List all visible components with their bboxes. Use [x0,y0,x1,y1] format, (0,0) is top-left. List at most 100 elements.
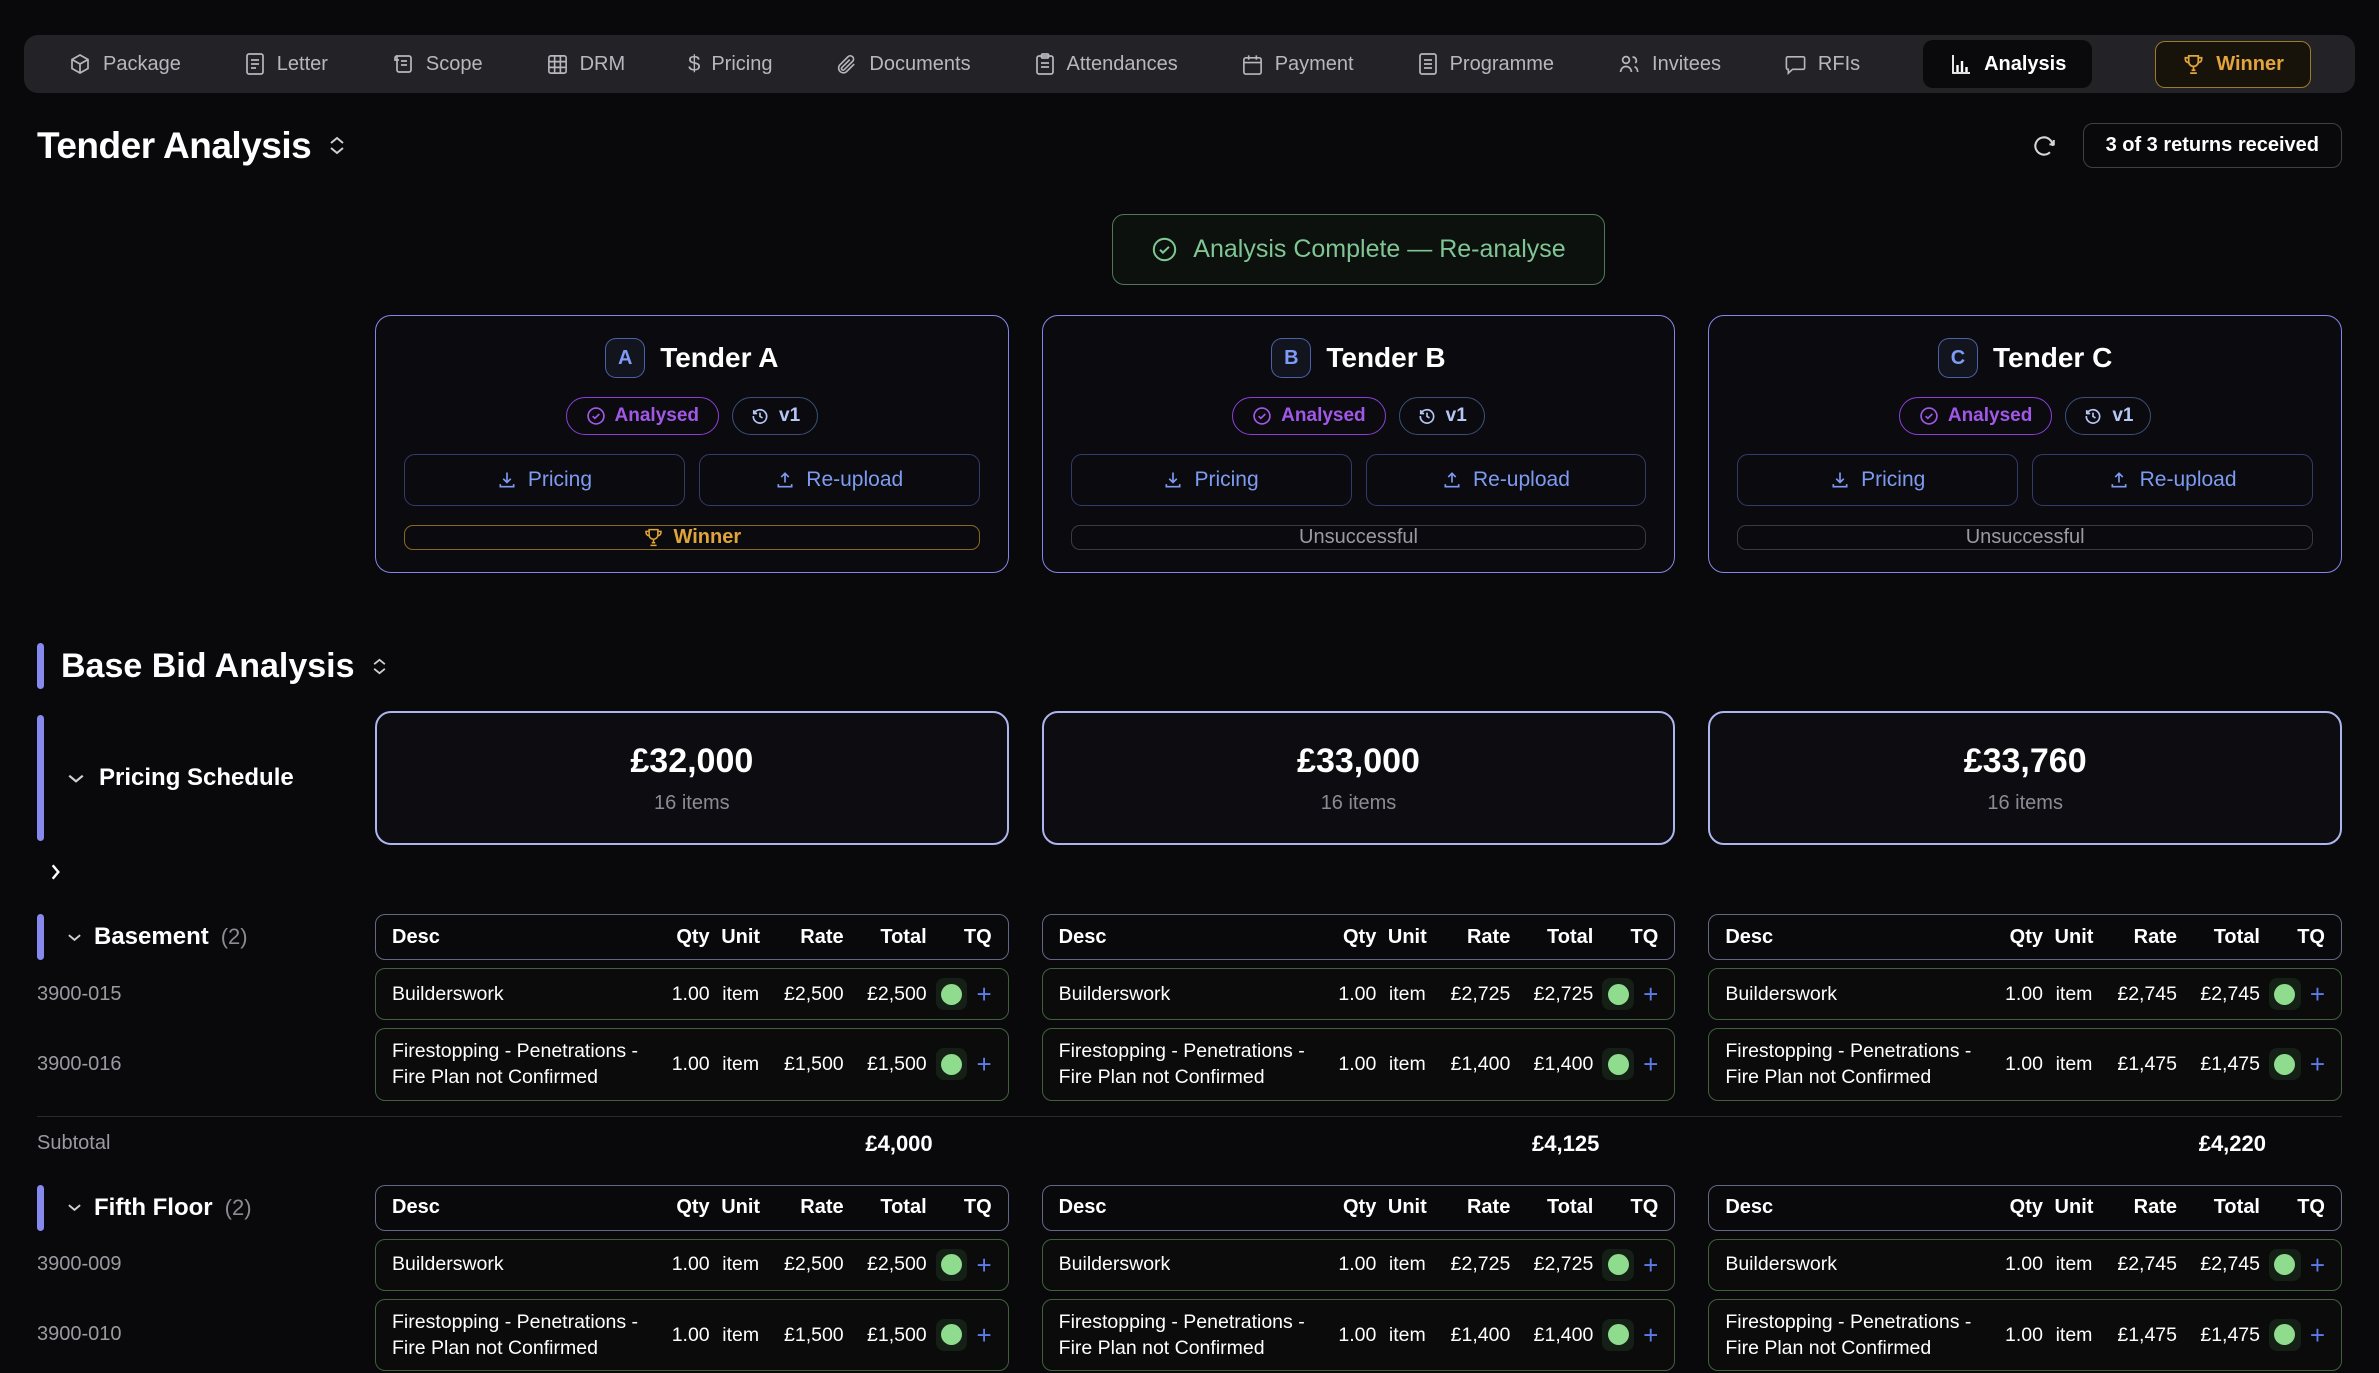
tq-status-dot[interactable] [2269,1248,2301,1281]
add-tq-button[interactable]: + [2309,1249,2325,1280]
tq-status-dot[interactable] [2269,1318,2301,1351]
nav-analysis[interactable]: Analysis [1923,40,2093,88]
reupload-button[interactable]: Re-upload [1365,454,1647,506]
calendar-icon [1241,53,1264,76]
item-code: 3900-016 [37,1052,122,1075]
add-tq-button[interactable]: + [1643,1249,1659,1280]
tq-status-dot[interactable] [1602,978,1635,1010]
col-desc: Desc [1058,1196,1107,1219]
tq-status-dot[interactable] [935,1318,968,1351]
cell-qty: 1.00 [1338,982,1377,1005]
tq-status-dot[interactable] [2269,978,2301,1010]
add-tq-button[interactable]: + [1643,979,1659,1009]
nav-invitees[interactable]: Invitees [1617,52,1721,76]
add-tq-button[interactable]: + [2309,1319,2325,1350]
add-tq-button[interactable]: + [976,1049,992,1080]
chevron-down-icon[interactable] [67,933,82,942]
tq-status-dot[interactable] [935,978,968,1010]
upload-icon [775,470,795,490]
cell-unit: item [722,1323,760,1346]
col-desc: Desc [392,925,440,948]
analysed-badge: Analysed [565,397,719,435]
cell-desc: Firestopping - Penetrations - Fire Plan … [1725,1040,1972,1089]
col-total: Total [2213,1196,2260,1219]
table-header: Desc Qty Unit Rate Total TQ [1041,1184,1676,1231]
nav-winner[interactable]: Winner [2155,40,2311,88]
download-icon [497,470,517,490]
nav-drm[interactable]: DRM [546,53,625,76]
cell-qty: 1.00 [2005,1323,2043,1346]
tender-c-total-card: £33,760 16 items [1708,711,2342,845]
cell-rate: £2,500 [784,1253,844,1276]
nav-rfis[interactable]: RFIs [1784,53,1860,76]
page-title: Tender Analysis [37,124,312,166]
banner-label: Analysis Complete — Re-analyse [1193,235,1566,263]
nav-scope[interactable]: Scope [391,52,483,76]
collapse-section-icon[interactable] [329,136,345,155]
nav-attendances[interactable]: Attendances [1034,52,1178,76]
subtotal-row: Subtotal £4,000 £4,125 £4,220 [37,1131,2342,1157]
add-tq-button[interactable]: + [1643,1319,1659,1350]
tender-card-b: B Tender B Analysed v1 Pricing Re-upload [1041,315,1676,573]
pricing-schedule-row: Pricing Schedule £32,000 16 items £33,00… [37,711,2342,845]
line-item: Firestopping - Penetrations - Fire Plan … [375,1028,1009,1101]
tq-status-dot[interactable] [1602,1248,1635,1281]
spacer [37,315,342,573]
collapse-section-icon[interactable] [372,658,387,675]
subtotal-value: £4,220 [2198,1130,2266,1156]
item-count: 16 items [654,791,730,814]
tq-status-dot[interactable] [1602,1318,1635,1351]
nav-programme[interactable]: Programme [1417,52,1554,76]
reupload-button[interactable]: Re-upload [2032,454,2314,506]
accent-bar [37,715,44,841]
table-row: 3900-016 Firestopping - Penetrations - F… [37,1028,2342,1101]
add-tq-button[interactable]: + [1643,1049,1659,1080]
reupload-button-label: Re-upload [1472,468,1570,491]
reanalyse-button[interactable]: Analysis Complete — Re-analyse [1112,214,1605,285]
tq-status-dot[interactable] [935,1248,968,1281]
tq-status-dot[interactable] [1602,1048,1635,1081]
col-total: Total [2213,925,2260,948]
result-label: Unsuccessful [1299,526,1418,548]
cell-qty: 1.00 [1338,1253,1377,1276]
tq-status-dot[interactable] [935,1048,968,1081]
pricing-download-button[interactable]: Pricing [1070,454,1352,506]
col-tq: TQ [1630,925,1659,948]
col-rate: Rate [1466,925,1511,948]
cell-rate: £1,475 [2117,1053,2177,1076]
add-tq-button[interactable]: + [2309,979,2325,1009]
nav-pricing[interactable]: $ Pricing [688,53,772,76]
tq-status-dot[interactable] [2269,1048,2301,1081]
pricing-download-button[interactable]: Pricing [404,454,685,506]
nav-letter[interactable]: Letter [244,52,328,76]
nav-package[interactable]: Package [68,52,181,76]
unsuccessful-status-button[interactable]: Unsuccessful [1070,525,1647,550]
nav-documents[interactable]: Documents [835,53,971,76]
chevron-down-icon[interactable] [67,1203,82,1212]
chevron-down-icon[interactable] [67,773,85,784]
upload-icon [2109,470,2129,490]
cell-desc: Firestopping - Penetrations - Fire Plan … [1058,1310,1305,1359]
cell-rate: £2,745 [2117,1253,2177,1276]
nav-payment[interactable]: Payment [1241,53,1354,76]
history-icon [1417,406,1437,426]
cell-unit: item [2055,1053,2093,1076]
refresh-icon[interactable] [2031,133,2057,159]
add-tq-button[interactable]: + [976,1249,992,1280]
cell-qty: 1.00 [2005,1053,2043,1076]
letter-icon [244,52,266,76]
col-qty: Qty [676,925,710,948]
add-tq-button[interactable]: + [976,979,992,1009]
cell-unit: item [722,1253,760,1276]
download-icon [1163,470,1183,490]
check-circle-icon [586,406,606,426]
add-tq-button[interactable]: + [976,1319,992,1350]
col-rate: Rate [2133,1196,2177,1219]
reupload-button[interactable]: Re-upload [698,454,980,506]
winner-status-button[interactable]: Winner [404,525,980,550]
add-tq-button[interactable]: + [2309,1049,2325,1080]
tender-name: Tender B [1326,342,1446,373]
unsuccessful-status-button[interactable]: Unsuccessful [1737,525,2313,550]
pricing-download-button[interactable]: Pricing [1737,454,2019,506]
chevron-right-icon[interactable] [50,863,61,881]
